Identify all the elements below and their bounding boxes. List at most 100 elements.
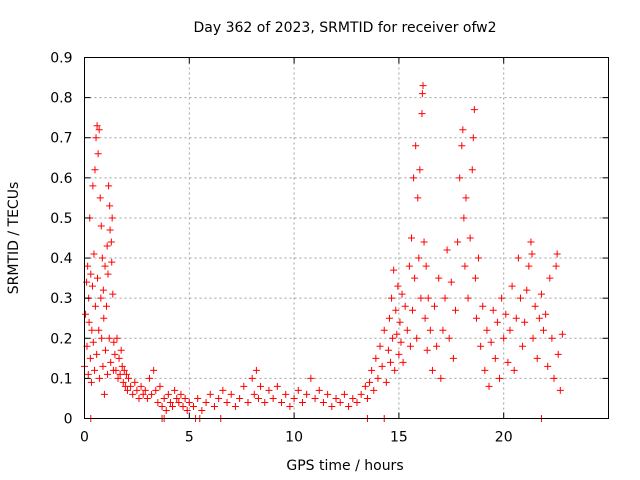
data-point — [240, 382, 248, 390]
data-point — [189, 402, 197, 410]
data-point — [125, 374, 133, 382]
data-point — [487, 338, 495, 346]
gridlines — [84, 57, 609, 419]
data-point — [117, 346, 125, 354]
data-point — [183, 406, 191, 414]
data-point — [519, 342, 527, 350]
data-point — [396, 318, 404, 326]
data-point — [127, 382, 135, 390]
data-point — [307, 374, 315, 382]
data-point — [470, 106, 478, 114]
data-point — [129, 390, 137, 398]
data-point — [110, 338, 118, 346]
data-point — [250, 390, 258, 398]
data-point — [181, 394, 189, 402]
data-point — [173, 394, 181, 402]
data-point — [290, 394, 298, 402]
x-axis-title: GPS time / hours — [286, 458, 403, 474]
data-point — [175, 398, 183, 406]
data-point — [101, 262, 109, 270]
data-point — [166, 398, 174, 406]
data-point — [461, 262, 469, 270]
data-point — [100, 314, 108, 322]
data-point — [439, 326, 447, 334]
data-point — [437, 374, 445, 382]
data-point — [96, 374, 104, 382]
chart-title: Day 362 of 2023, SRMTID for receiver ofw… — [193, 20, 496, 36]
y-tick-label: 0.9 — [50, 51, 72, 67]
y-axis-title: SRMTID / TECUs — [6, 182, 22, 295]
data-point — [349, 394, 357, 402]
data-point — [443, 246, 451, 254]
data-point — [525, 262, 533, 270]
data-point — [319, 398, 327, 406]
data-point — [500, 334, 508, 342]
data-point — [380, 326, 388, 334]
data-point — [107, 238, 115, 246]
data-point — [123, 386, 131, 394]
data-point — [409, 306, 417, 314]
data-point — [483, 326, 491, 334]
data-point — [366, 378, 374, 386]
data-point — [472, 314, 480, 322]
data-point — [475, 254, 483, 262]
data-point — [98, 254, 106, 262]
data-point — [462, 194, 470, 202]
data-point — [464, 294, 472, 302]
data-point — [84, 370, 92, 378]
data-point — [154, 398, 162, 406]
data-point — [105, 182, 113, 190]
data-point — [529, 334, 537, 342]
data-point — [97, 294, 105, 302]
data-point — [393, 330, 401, 338]
data-point — [160, 394, 168, 402]
data-point — [504, 358, 512, 366]
data-point — [106, 226, 114, 234]
data-point — [544, 362, 552, 370]
data-point — [413, 334, 421, 342]
data-point — [426, 326, 434, 334]
data-point — [479, 302, 487, 310]
data-point — [109, 290, 117, 298]
data-point — [113, 334, 121, 342]
data-point — [401, 302, 409, 310]
data-point — [510, 366, 518, 374]
data-point — [471, 274, 479, 282]
data-point — [385, 314, 393, 322]
data-point — [458, 142, 466, 150]
data-point — [93, 122, 101, 130]
data-point — [491, 354, 499, 362]
data-point — [417, 294, 425, 302]
data-point — [223, 398, 231, 406]
data-point — [294, 386, 302, 394]
data-point — [156, 382, 164, 390]
data-point — [387, 358, 395, 366]
data-point — [531, 302, 539, 310]
data-point — [481, 366, 489, 374]
data-point — [273, 382, 281, 390]
data-point — [298, 398, 306, 406]
data-point — [533, 354, 541, 362]
data-point — [353, 398, 361, 406]
data-point — [112, 366, 120, 374]
data-point — [162, 406, 170, 414]
data-point — [104, 370, 112, 378]
data-point — [420, 238, 428, 246]
data-point — [105, 334, 113, 342]
data-point — [392, 306, 400, 314]
y-tick-label: 0.5 — [50, 211, 72, 227]
data-point — [84, 262, 92, 270]
data-point — [171, 386, 179, 394]
data-point — [527, 238, 535, 246]
data-point — [141, 386, 149, 394]
data-point — [215, 394, 223, 402]
data-point — [101, 346, 109, 354]
data-point — [388, 294, 396, 302]
data-point — [87, 378, 95, 386]
data-point — [397, 338, 405, 346]
data-point — [95, 326, 103, 334]
data-point — [107, 358, 115, 366]
data-point — [90, 250, 98, 258]
data-point — [405, 262, 413, 270]
data-point — [328, 402, 336, 410]
